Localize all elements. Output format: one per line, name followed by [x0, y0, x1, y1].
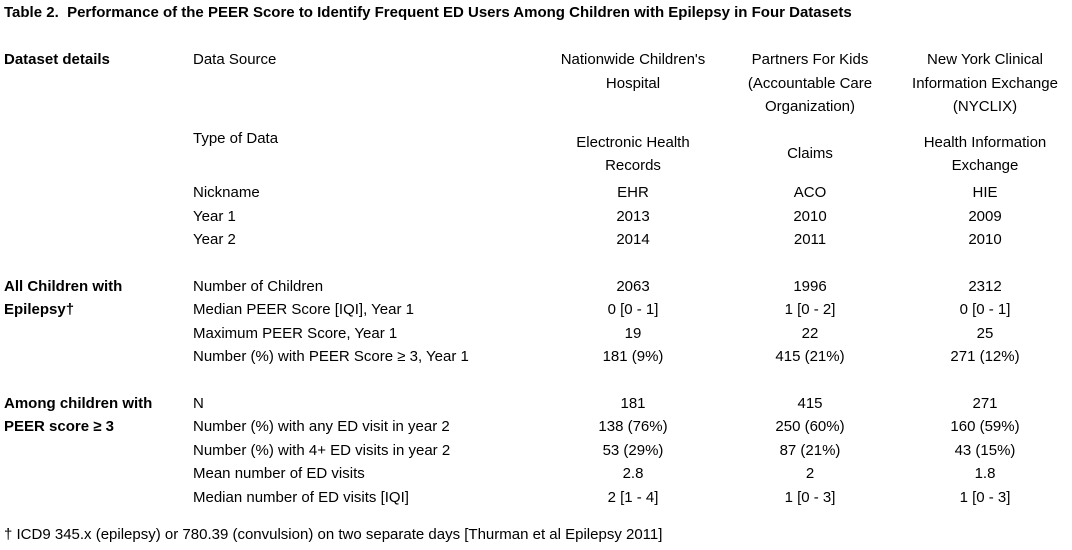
cell-value: 415 (21%) [775, 348, 845, 365]
cell-value: 87 (21%) [779, 441, 841, 459]
cell-value: 1.8 [974, 465, 996, 482]
cell-value: 2 [805, 465, 815, 482]
cell-value: 25 [976, 324, 994, 342]
cell-value: Health Information Exchange [923, 133, 1047, 175]
table-row: Median PEER Score [IQI], Year 1 0 [0 - 1… [4, 298, 1072, 322]
cell-value: New York Clinical Information Exchange (… [912, 51, 1058, 115]
table-row: Number (%) with 4+ ED visits in year 2 5… [4, 439, 1072, 463]
cell-value: 138 (76%) [598, 418, 668, 435]
cell-value: 160 (59%) [950, 418, 1020, 435]
row-label: Median number of ED visits [IQI] [193, 488, 409, 506]
cell-value: 2010 [968, 231, 1002, 248]
table-row: Year 1 2013 2010 2009 [4, 205, 1072, 229]
row-label: Number (%) with PEER Score ≥ 3, Year 1 [193, 348, 469, 365]
section-label: Dataset details [4, 51, 110, 68]
cell-value: EHR [617, 184, 649, 201]
cell-value: 2.8 [622, 465, 644, 482]
cell-value: 1996 [793, 277, 827, 295]
row-label: Median PEER Score [IQI], Year 1 [193, 301, 414, 318]
cell-value: 2009 [968, 207, 1002, 225]
cell-value: 1 [0 - 3] [784, 488, 836, 506]
cell-value: 53 (29%) [602, 441, 664, 459]
section-label: Among children with PEER score ≥ 3 [4, 394, 153, 436]
row-label: Number (%) with 4+ ED visits in year 2 [193, 441, 451, 459]
table-row: All Children with Epilepsy† Number of Ch… [4, 275, 1072, 319]
table-row: Type of Data Electronic Health Records C… [4, 127, 1072, 181]
table-row: Maximum PEER Score, Year 1 19 22 25 [4, 322, 1072, 346]
cell-value: 22 [801, 324, 819, 342]
cell-value: 19 [624, 324, 642, 342]
cell-value: ACO [793, 184, 827, 201]
footnote: † ICD9 345.x (epilepsy) or 780.39 (convu… [4, 526, 663, 543]
table-row: Mean number of ED visits 2.8 2 1.8 [4, 462, 1072, 486]
row-label: Number of Children [193, 277, 324, 295]
cell-value: 181 [620, 394, 646, 412]
cell-value: 415 [797, 394, 823, 412]
cell-value: Claims [787, 145, 833, 163]
data-table: Dataset details Data Source Nationwide C… [4, 48, 1072, 509]
cell-value: 2011 [793, 231, 827, 248]
table-row: Nickname EHR ACO HIE [4, 181, 1072, 205]
cell-value: 1 [0 - 2] [784, 301, 836, 318]
cell-value: 2 [1 - 4] [607, 488, 659, 506]
cell-value: 271 (12%) [950, 348, 1020, 365]
cell-value: 0 [0 - 1] [959, 301, 1011, 318]
cell-value: 43 (15%) [954, 441, 1016, 459]
cell-value: Partners For Kids (Accountable Care Orga… [747, 51, 873, 115]
cell-value: 271 [972, 394, 998, 412]
cell-value: 181 (9%) [602, 348, 664, 365]
table-row: Dataset details Data Source Nationwide C… [4, 48, 1072, 127]
row-label: Data Source [193, 51, 277, 68]
table-row: Year 2 2014 2011 2010 [4, 228, 1072, 252]
spacer-row [4, 252, 1072, 275]
section-label: All Children with Epilepsy† [4, 277, 123, 319]
cell-value: 2063 [616, 277, 650, 295]
row-label: Type of Data [193, 130, 279, 147]
row-label: Mean number of ED visits [193, 465, 365, 482]
row-label: Year 1 [193, 207, 236, 225]
row-label: Maximum PEER Score, Year 1 [193, 324, 398, 342]
cell-value: 2312 [968, 277, 1002, 295]
row-label: Number (%) with any ED visit in year 2 [193, 418, 450, 435]
cell-value: 0 [0 - 1] [607, 301, 659, 318]
spacer-row [4, 369, 1072, 392]
table-row: Number (%) with any ED visit in year 2 1… [4, 415, 1072, 439]
cell-value: 1 [0 - 3] [959, 488, 1011, 506]
cell-value: 2010 [793, 207, 827, 225]
cell-value: Electronic Health Records [576, 133, 690, 175]
cell-value: 2013 [616, 207, 650, 225]
table-title: Table 2. Performance of the PEER Score t… [4, 4, 852, 21]
cell-value: HIE [972, 184, 998, 201]
cell-value: 2014 [616, 231, 650, 248]
table-row: Among children with PEER score ≥ 3 N 181… [4, 392, 1072, 436]
row-label: N [193, 394, 204, 412]
table-row: Number (%) with PEER Score ≥ 3, Year 1 1… [4, 345, 1072, 369]
cell-value: Nationwide Children's Hospital [560, 51, 706, 92]
row-label: Year 2 [193, 231, 236, 248]
cell-value: 250 (60%) [775, 418, 845, 435]
row-label: Nickname [193, 184, 260, 201]
table-row: Median number of ED visits [IQI] 2 [1 - … [4, 486, 1072, 510]
